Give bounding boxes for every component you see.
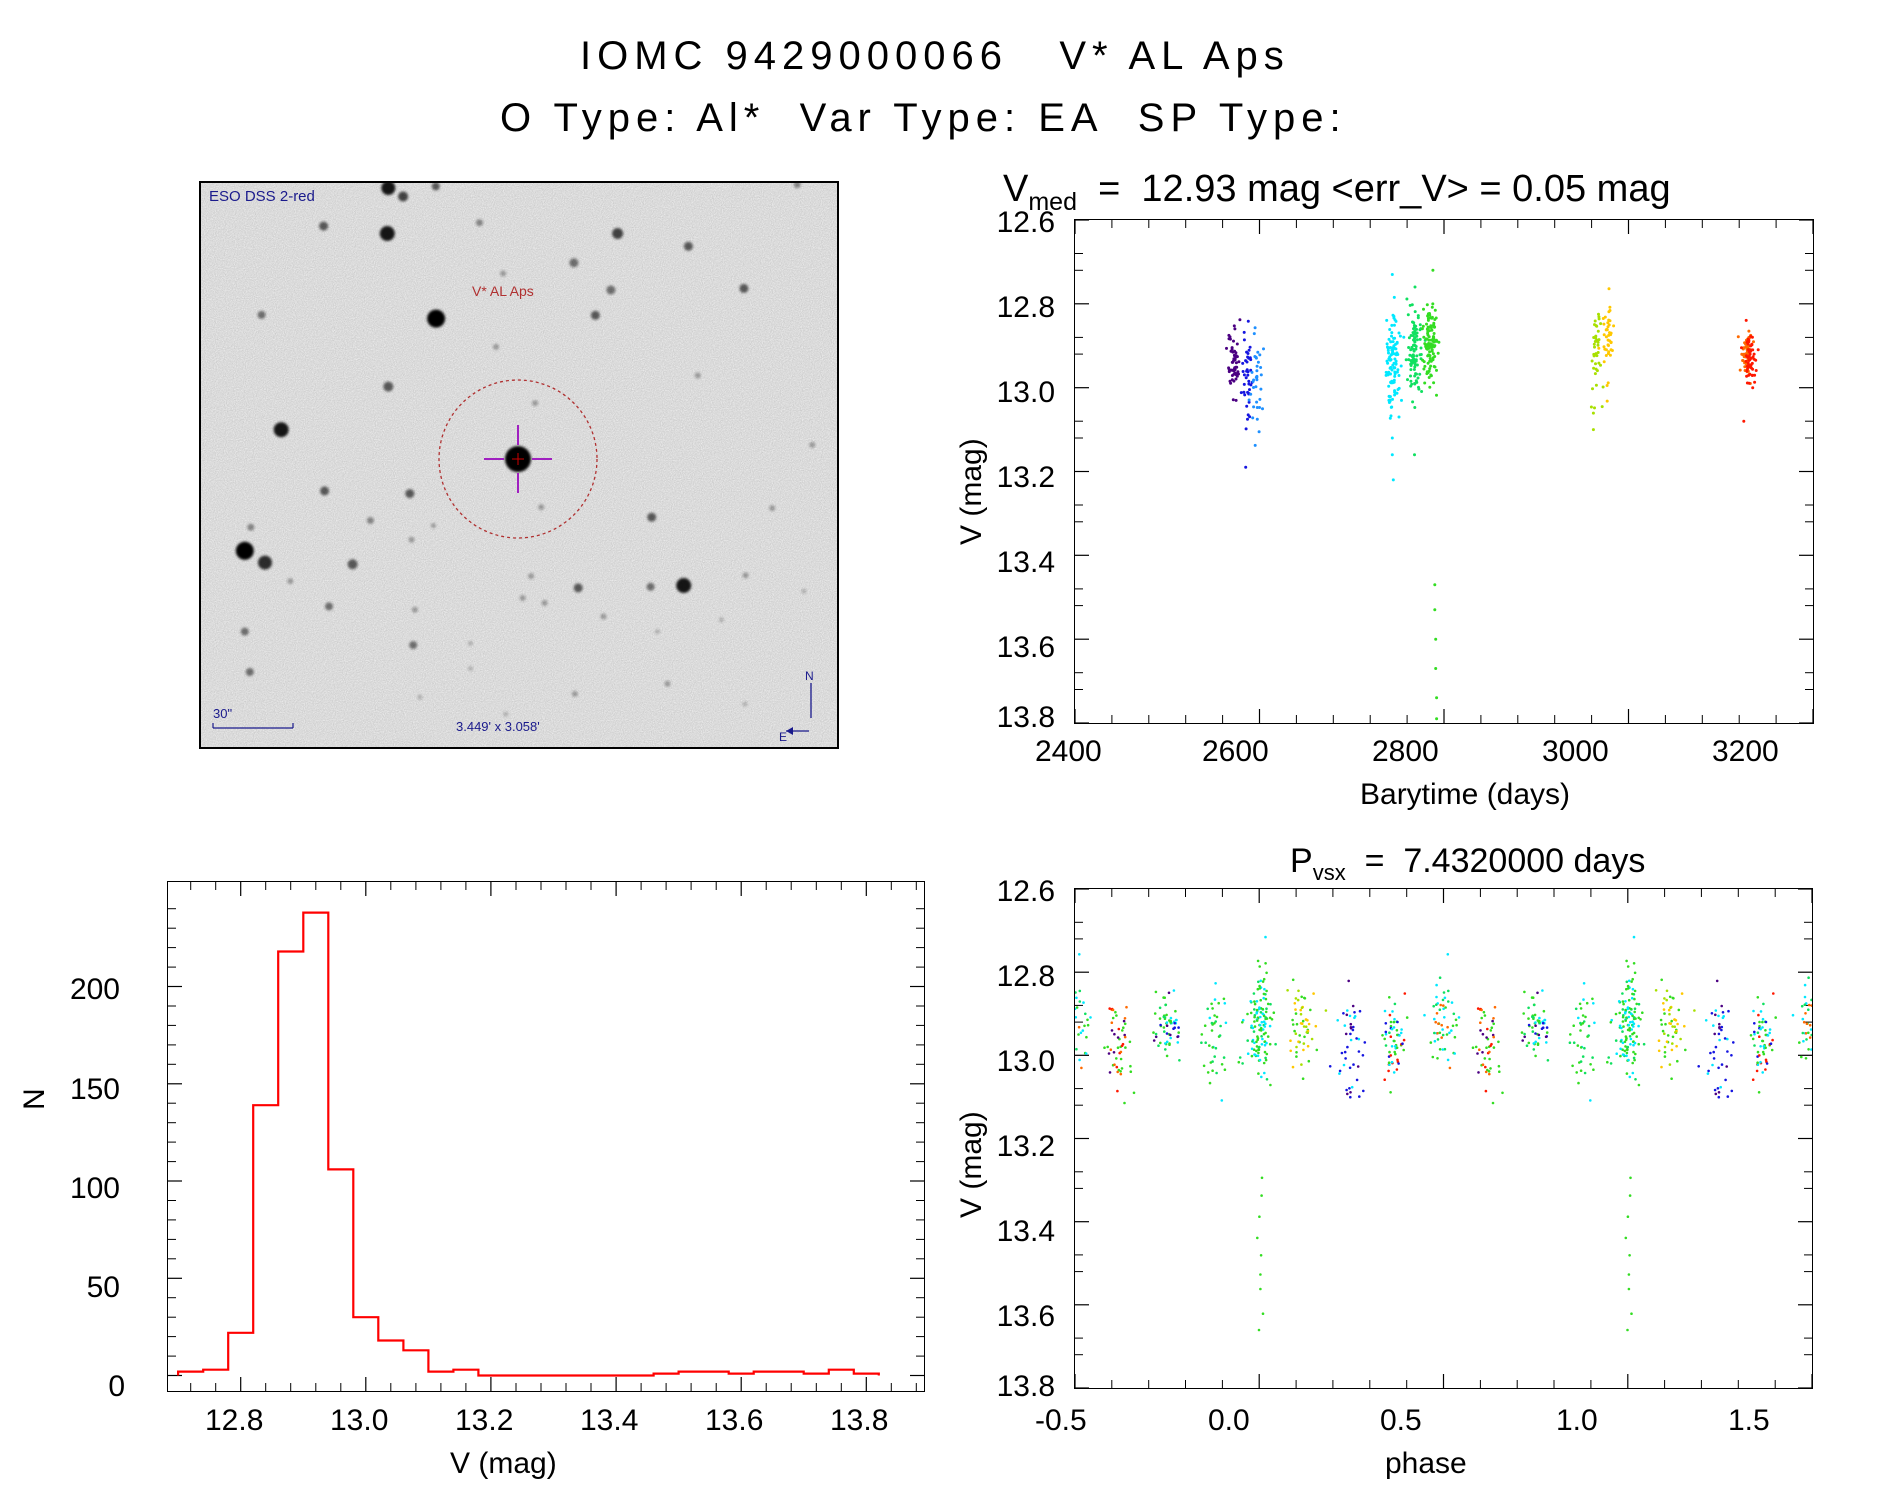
svg-text:E: E	[779, 730, 787, 744]
svg-text:V* AL Aps: V* AL Aps	[472, 283, 534, 299]
svg-text:N: N	[805, 669, 814, 683]
svg-text:ESO DSS 2-red: ESO DSS 2-red	[209, 188, 315, 205]
svg-text:3.449' x 3.058': 3.449' x 3.058'	[456, 719, 540, 734]
svg-text:30": 30"	[213, 706, 232, 721]
